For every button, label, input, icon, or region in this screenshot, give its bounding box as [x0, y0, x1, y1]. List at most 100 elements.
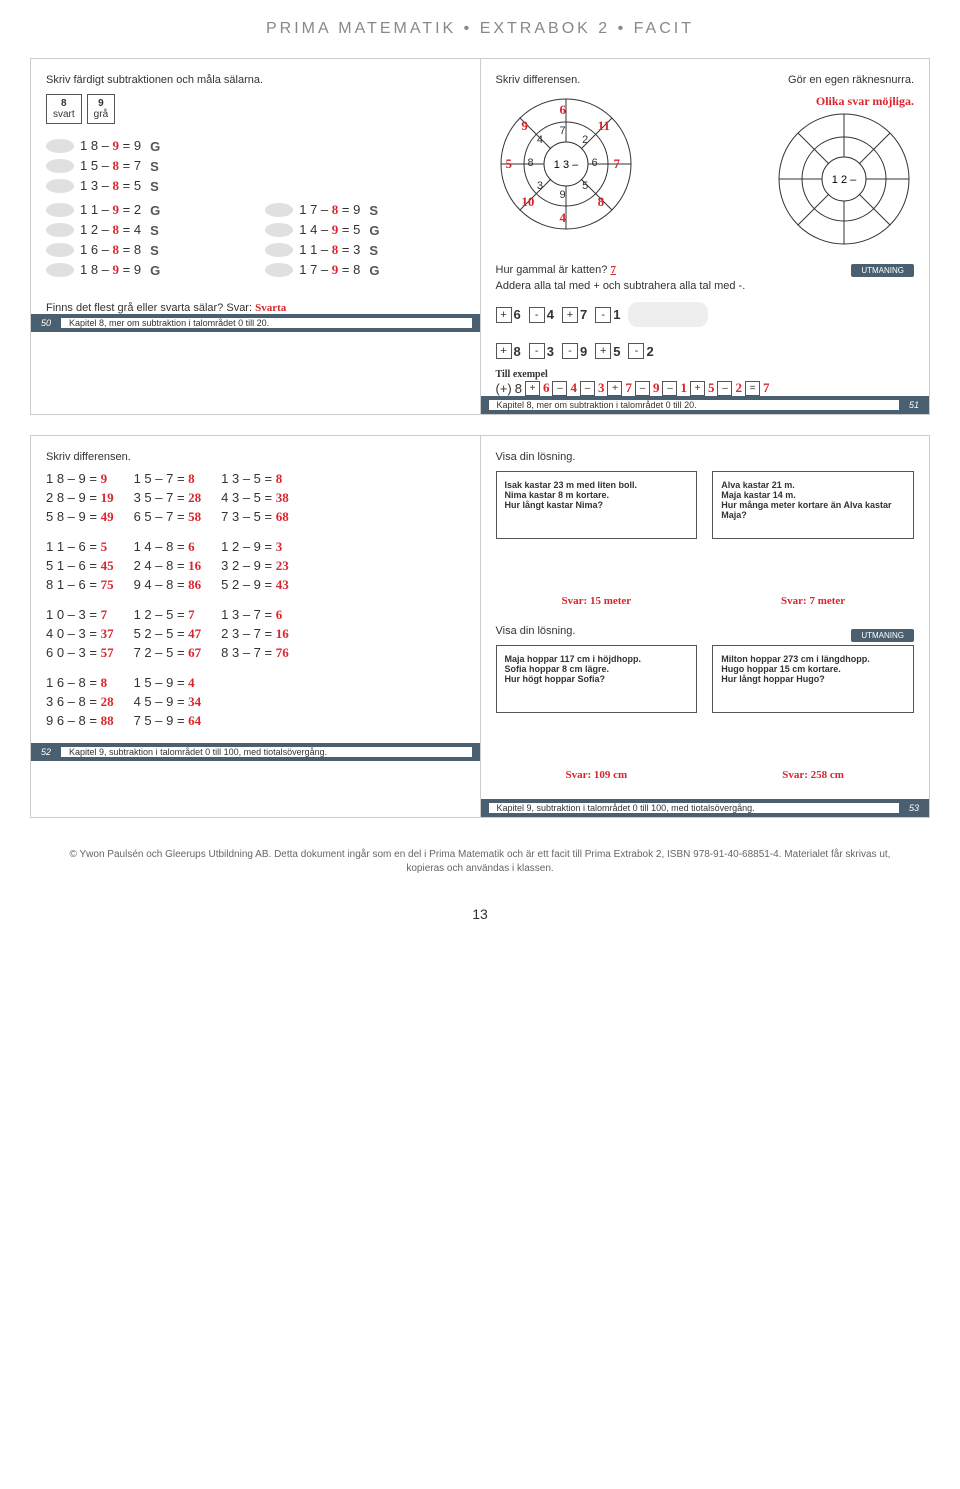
word-answer: Svar: 258 cm: [712, 723, 914, 789]
diff-eq: 4 0 – 3 = 37: [46, 626, 114, 642]
seal-eq: 1 2 – 8 = 4 S: [46, 222, 245, 238]
diff-eq: 1 3 – 5 = 8: [221, 471, 289, 487]
diff-eq: 5 8 – 9 = 49: [46, 509, 114, 525]
seal-eq: 1 1 – 8 = 3 S: [265, 242, 464, 258]
footer-50: 50 Kapitel 8, mer om subtraktion i talom…: [31, 314, 480, 332]
seal-eq: 1 5 – 8 = 7 S: [46, 158, 465, 174]
diff-eq: 5 2 – 5 = 47: [134, 626, 202, 642]
diff-eq: 1 8 – 9 = 9: [46, 471, 114, 487]
op-box: -3: [529, 343, 554, 359]
diff-eq: 1 0 – 3 = 7: [46, 607, 114, 623]
diff-eq: 9 6 – 8 = 88: [46, 713, 114, 729]
copyright: © Ywon Paulsén och Gleerups Utbildning A…: [50, 848, 910, 876]
doc-header: PRIMA MATEMATIK • EXTRABOK 2 • FACIT: [0, 0, 960, 58]
diff-eq: 2 3 – 7 = 16: [221, 626, 289, 642]
diff-block: 1 6 – 8 = 83 6 – 8 = 289 6 – 8 = 88 1 5 –…: [46, 675, 465, 729]
diff-col: 1 6 – 8 = 83 6 – 8 = 289 6 – 8 = 88: [46, 675, 114, 729]
wheel-2: 1 2 –: [774, 109, 914, 249]
instr-diff: Skriv differensen.: [496, 74, 581, 86]
diff-col: 1 8 – 9 = 9 2 8 – 9 = 19 5 8 – 9 = 49: [46, 471, 114, 525]
olika-note: Olika svar möjliga.: [656, 94, 915, 109]
diff-eq: 7 2 – 5 = 67: [134, 645, 202, 661]
seal-eq: 1 8 – 9 = 9 G: [46, 262, 245, 278]
diff-eq: 1 5 – 9 = 4: [134, 675, 202, 691]
word-problem: Maja hoppar 117 cm i höjdhopp. Sofia hop…: [496, 645, 698, 713]
diff-eq: 6 0 – 3 = 57: [46, 645, 114, 661]
diff-eq: 1 5 – 7 = 8: [134, 471, 202, 487]
word-row-1: Isak kastar 23 m med liten boll. Nima ka…: [496, 471, 915, 539]
diff-col: 1 4 – 8 = 6 2 4 – 8 = 16 9 4 – 8 = 86: [134, 539, 202, 593]
diff-eq: 2 8 – 9 = 19: [46, 490, 114, 506]
diff-eq: 3 2 – 9 = 23: [221, 558, 289, 574]
operator-boxes: +6-4+7-1+8-3-9+5-2: [496, 302, 915, 359]
seal-eq: 1 3 – 8 = 5 S: [46, 178, 465, 194]
cat-icon: [628, 302, 708, 327]
diff-eq: 5 2 – 9 = 43: [221, 577, 289, 593]
key-svart: 8svart: [46, 94, 82, 124]
instr-seals: Skriv färdigt subtraktionen och måla säl…: [46, 74, 465, 86]
diff-eq: 1 2 – 9 = 3: [221, 539, 289, 555]
spread-52-53: Skriv differensen. 1 8 – 9 = 9 2 8 – 9 = …: [30, 435, 930, 818]
word-answer: Svar: 109 cm: [496, 723, 698, 789]
instr-wheel: Gör en egen räknesnurra.: [788, 74, 914, 86]
page-50: Skriv färdigt subtraktionen och måla säl…: [31, 59, 481, 414]
example-label: Till exempel: [496, 369, 915, 380]
diff-eq: 3 5 – 7 = 28: [134, 490, 202, 506]
seals-grid: 1 1 – 9 = 2 G1 2 – 8 = 4 S1 6 – 8 = 8 S1…: [46, 198, 465, 282]
utmaning-badge-2: UTMANING: [851, 629, 914, 642]
diff-col: 1 1 – 6 = 55 1 – 6 = 458 1 – 6 = 75: [46, 539, 114, 593]
word-answer: Svar: 7 meter: [712, 549, 914, 615]
top-seals: 1 8 – 9 = 9 G 1 5 – 8 = 7 S 1 3 – 8 = 5 S: [46, 138, 465, 194]
op-box: -2: [628, 343, 653, 359]
footer-52: 52 Kapitel 9, subtraktion i talområdet 0…: [31, 743, 480, 761]
diff-eq: 6 5 – 7 = 58: [134, 509, 202, 525]
word-row-2: Maja hoppar 117 cm i höjdhopp. Sofia hop…: [496, 645, 915, 713]
op-box: -1: [595, 307, 620, 323]
diff-col: 1 2 – 5 = 7 5 2 – 5 = 47 7 2 – 5 = 67: [134, 607, 202, 661]
page-52: Skriv differensen. 1 8 – 9 = 9 2 8 – 9 = …: [31, 436, 481, 817]
seal-eq: 1 7 – 9 = 8 G: [265, 262, 464, 278]
cat-challenge: UTMANING Hur gammal är katten? 7 Addera …: [496, 264, 915, 396]
wheel2-center: 1 2 –: [832, 174, 857, 186]
instr-diff2: Skriv differensen.: [46, 451, 465, 463]
diff-eq: 2 4 – 8 = 16: [134, 558, 202, 574]
page-number: 13: [0, 906, 960, 922]
word-problem: Alva kastar 21 m. Maja kastar 14 m. Hur …: [712, 471, 914, 539]
instr-solve1: Visa din lösning.: [496, 451, 915, 463]
diff-eq: 1 6 – 8 = 8: [46, 675, 114, 691]
color-key: 8svart 9grå: [46, 94, 115, 124]
diff-eq: 5 1 – 6 = 45: [46, 558, 114, 574]
diff-eq: 1 1 – 6 = 5: [46, 539, 114, 555]
spread-50-51: Skriv färdigt subtraktionen och måla säl…: [30, 58, 930, 415]
op-box: -9: [562, 343, 587, 359]
diff-eq: 4 5 – 9 = 34: [134, 694, 202, 710]
diff-col: 1 0 – 3 = 7 4 0 – 3 = 37 6 0 – 3 = 57: [46, 607, 114, 661]
diff-col: 1 5 – 9 = 44 5 – 9 = 347 5 – 9 = 64: [134, 675, 202, 729]
seal-eq: 1 8 – 9 = 9 G: [46, 138, 465, 154]
op-box: +8: [496, 343, 521, 359]
diff-block: 1 0 – 3 = 7 4 0 – 3 = 37 6 0 – 3 = 57 1 2 –…: [46, 607, 465, 661]
diff-eq: 1 3 – 7 = 6: [221, 607, 289, 623]
wheels: 1 3 – 762116758943108549 Olika svar möjl…: [496, 94, 915, 249]
diff-eq: 8 3 – 7 = 76: [221, 645, 289, 661]
page-51: Skriv differensen. Gör en egen räknesnur…: [481, 59, 930, 414]
instr-solve2: Visa din lösning.: [496, 625, 576, 637]
footer-51: Kapitel 8, mer om subtraktion i talområd…: [481, 396, 930, 414]
utmaning-badge: UTMANING: [851, 264, 914, 277]
op-box: +7: [562, 307, 587, 323]
diff-eq: 1 4 – 8 = 6: [134, 539, 202, 555]
footer-53: Kapitel 9, subtraktion i talområdet 0 ti…: [481, 799, 930, 817]
page-53: Visa din lösning. Isak kastar 23 m med l…: [481, 436, 930, 817]
op-box: +5: [595, 343, 620, 359]
diff-eq: 9 4 – 8 = 86: [134, 577, 202, 593]
diff-col: 1 2 – 9 = 3 3 2 – 9 = 23 5 2 – 9 = 43: [221, 539, 289, 593]
diff-eq: 7 3 – 5 = 68: [221, 509, 289, 525]
diff-col: 1 5 – 7 = 8 3 5 – 7 = 28 6 5 – 7 = 58: [134, 471, 202, 525]
word-problem: Isak kastar 23 m med liten boll. Nima ka…: [496, 471, 698, 539]
word-row-2-ans: Svar: 109 cmSvar: 258 cm: [496, 723, 915, 789]
seal-eq: 1 6 – 8 = 8 S: [46, 242, 245, 258]
diff-eq: 1 2 – 5 = 7: [134, 607, 202, 623]
seal-question: Finns det flest grå eller svarta sälar? …: [46, 302, 465, 314]
word-answer: Svar: 15 meter: [496, 549, 698, 615]
word-problem: Milton hoppar 273 cm i längdhopp. Hugo h…: [712, 645, 914, 713]
